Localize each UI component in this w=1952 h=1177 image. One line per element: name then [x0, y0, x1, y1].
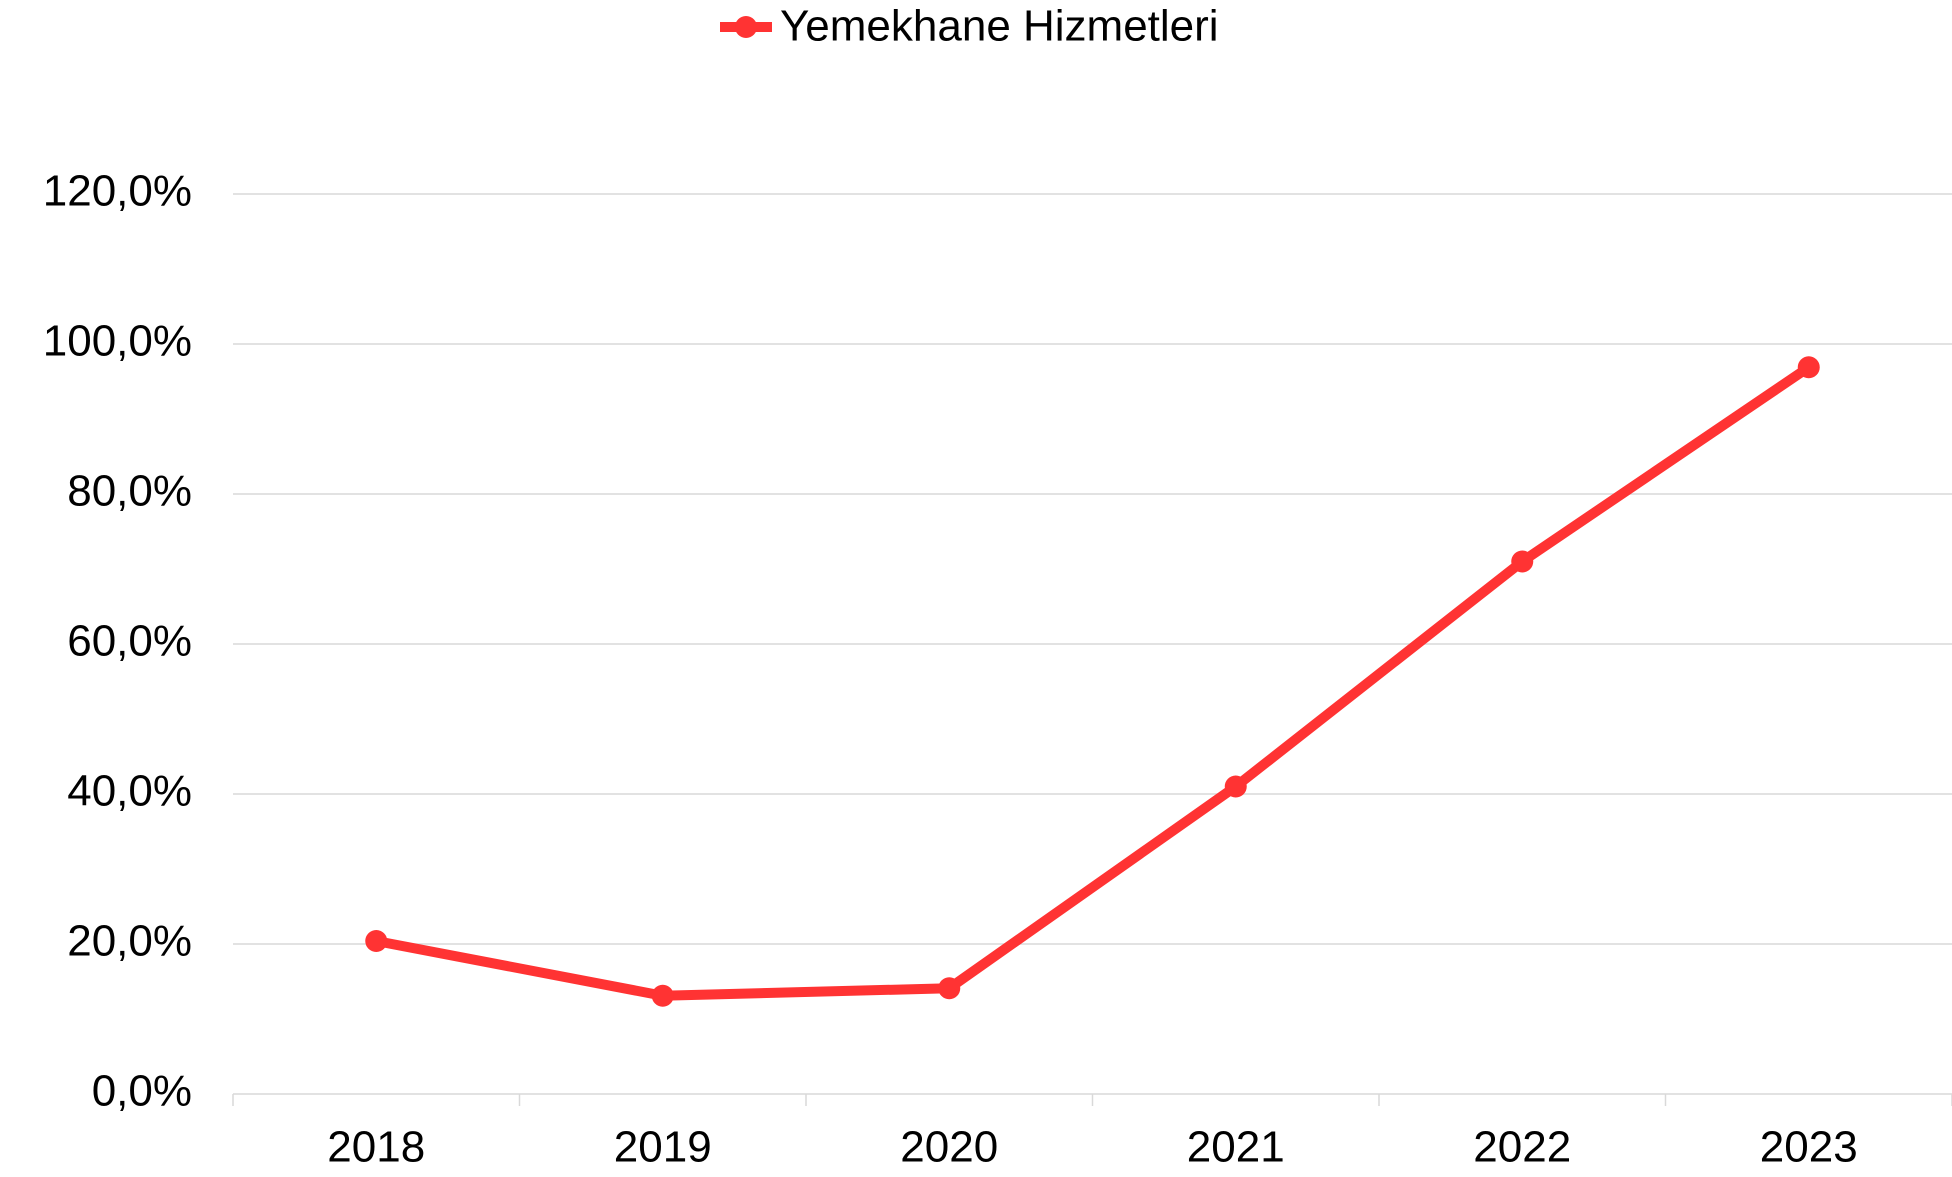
x-tick-label: 2021 — [1187, 1123, 1285, 1172]
x-tick-label: 2022 — [1473, 1123, 1571, 1172]
point — [651, 984, 674, 1007]
point — [938, 977, 961, 1000]
x-tick-label: 2019 — [614, 1123, 712, 1172]
y-tick-label: 80,0% — [67, 467, 192, 516]
legend-marker — [735, 16, 757, 38]
y-tick-label: 40,0% — [67, 767, 192, 816]
point — [1511, 550, 1534, 573]
series-line — [375, 363, 1812, 1001]
y-tick-label: 60,0% — [67, 617, 192, 666]
x-tick-label: 2023 — [1760, 1123, 1858, 1172]
legend-label: Yemekhane Hizmetleri — [780, 2, 1219, 51]
x-tick-label: 2018 — [327, 1123, 425, 1172]
x-tick-label: 2020 — [900, 1123, 998, 1172]
y-tick-label: 100,0% — [43, 317, 192, 366]
y-tick-label: 20,0% — [67, 917, 192, 966]
point — [1797, 356, 1820, 379]
point — [365, 930, 388, 952]
y-tick-label: 0,0% — [92, 1067, 192, 1116]
point — [1224, 775, 1247, 798]
y-tick-label: 120,0% — [43, 167, 192, 216]
